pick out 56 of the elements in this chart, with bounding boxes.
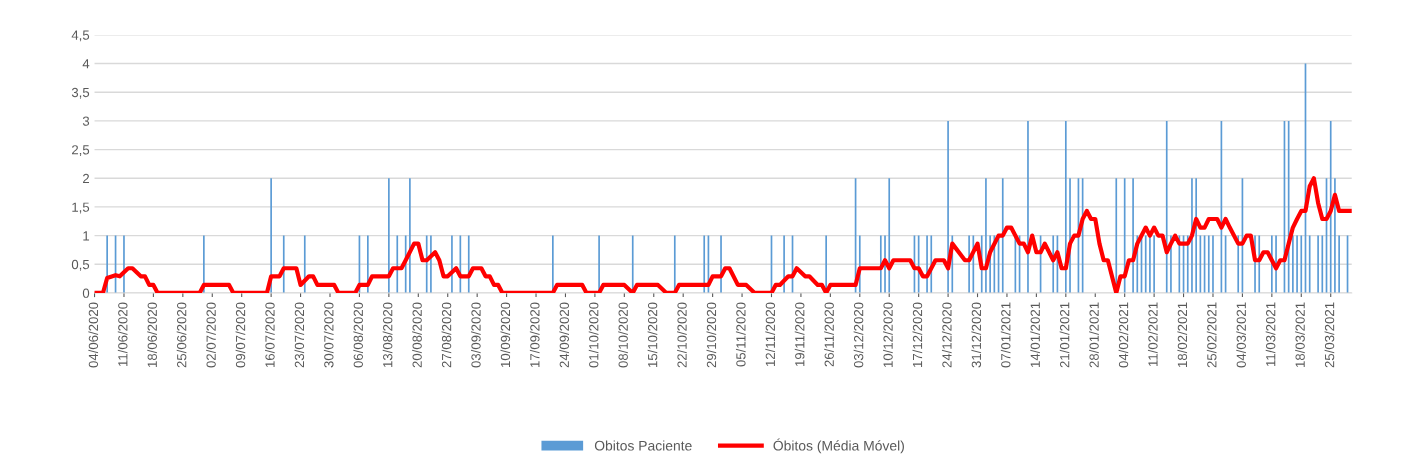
- x-tick-label: 22/10/2020: [677, 302, 687, 368]
- x-tick-label: 24/12/2020: [941, 302, 952, 368]
- y-tick-label: 1: [83, 231, 90, 241]
- x-tick-label: 19/11/2020: [794, 302, 805, 367]
- x-tick-label: 01/10/2020: [588, 302, 599, 368]
- legend-label: Obitos Paciente: [594, 440, 692, 451]
- legend-label: Óbitos (Média Móvel): [773, 438, 904, 454]
- x-tick-label: 31/12/2020: [971, 302, 982, 368]
- x-tick-label: 25/02/2021: [1206, 302, 1217, 368]
- x-tick-label: 10/09/2020: [500, 302, 511, 367]
- x-tick-label: 03/09/2020: [471, 302, 481, 368]
- x-tick-label: 15/10/2020: [647, 302, 658, 367]
- x-tick-label: 18/06/2020: [147, 302, 157, 367]
- x-tick-label: 02/07/2020: [206, 302, 216, 368]
- y-tick-label: 0: [82, 288, 90, 298]
- x-tick-label: 17/12/2020: [912, 302, 923, 367]
- x-tick-label: 04/02/2021: [1118, 302, 1129, 368]
- x-tick-label: 20/08/2020: [412, 302, 422, 368]
- x-tick-label: 24/09/2020: [559, 302, 569, 368]
- x-tick-label: 04/03/2021: [1236, 302, 1246, 368]
- x-tick-label: 10/12/2020: [883, 302, 893, 367]
- x-tick-label: 11/06/2020: [117, 302, 128, 367]
- y-tick-label: 1,5: [72, 202, 90, 214]
- y-tick-label: 2,5: [72, 145, 90, 157]
- x-tick-label: 03/12/2020: [853, 302, 864, 368]
- x-tick-label: 23/07/2020: [294, 302, 305, 368]
- x-tick-label: 09/07/2020: [235, 302, 246, 368]
- x-tick-label: 25/03/2021: [1324, 302, 1335, 368]
- x-tick-label: 26/11/2020: [824, 302, 834, 367]
- x-tick-label: 05/11/2020: [735, 302, 746, 367]
- x-tick-label: 17/09/2020: [529, 302, 540, 367]
- x-tick-label: 11/02/2021: [1147, 302, 1158, 367]
- y-tick-label: 4: [82, 59, 90, 69]
- y-tick-label: 4,5: [71, 30, 90, 42]
- x-tick-label: 04/06/2020: [88, 302, 99, 368]
- x-tick-label: 18/02/2021: [1177, 302, 1188, 367]
- x-tick-label: 11/03/2021: [1265, 302, 1276, 367]
- x-tick-label: 18/03/2021: [1295, 302, 1305, 367]
- x-tick-label: 28/01/2021: [1089, 302, 1099, 368]
- x-tick-label: 29/10/2020: [706, 302, 717, 368]
- y-tick-label: 0,5: [71, 259, 90, 271]
- x-tick-label: 06/08/2020: [353, 302, 363, 368]
- y-tick-label: 3: [82, 116, 90, 126]
- x-tick-label: 07/01/2021: [1000, 302, 1011, 368]
- x-tick-label: 12/11/2020: [765, 302, 776, 367]
- y-tick-label: 2: [83, 173, 90, 184]
- x-tick-label: 30/07/2020: [323, 302, 334, 368]
- x-tick-label: 08/10/2020: [618, 302, 628, 368]
- x-tick-label: 25/06/2020: [176, 302, 187, 368]
- line-series: [94, 176, 1352, 293]
- x-tick-label: 21/01/2021: [1059, 302, 1070, 368]
- x-tick-label: 27/08/2020: [441, 302, 452, 368]
- x-tick-label: 13/08/2020: [382, 302, 393, 367]
- x-tick-label: 14/01/2021: [1030, 302, 1040, 367]
- x-tick-label: 16/07/2020: [264, 302, 275, 367]
- y-tick-label: 3,5: [71, 87, 90, 99]
